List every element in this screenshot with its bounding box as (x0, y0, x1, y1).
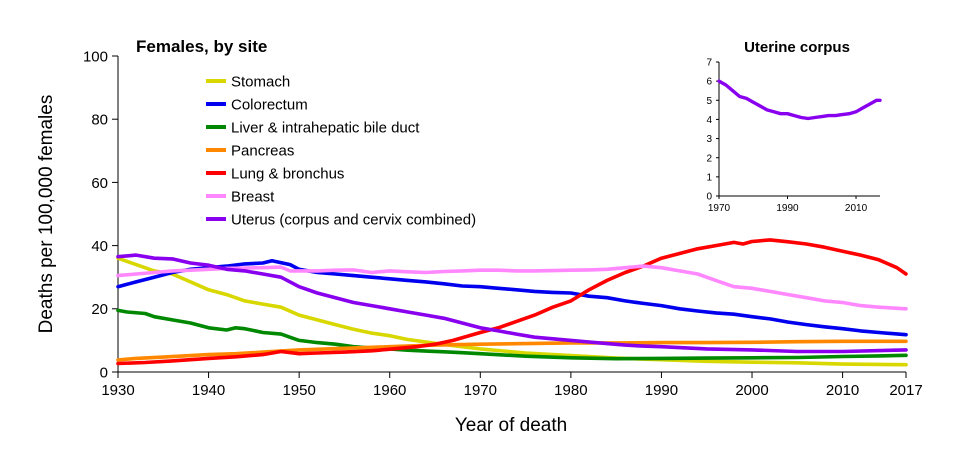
main-series (116, 238, 908, 367)
inset-series (717, 79, 882, 121)
x-tick-label: 1940 (192, 382, 225, 399)
x-tick-label: 1960 (373, 382, 406, 399)
x-axis-label: Year of death (455, 415, 567, 436)
inset-y-tick-label: 1 (706, 172, 712, 183)
inset-y-tick-label: 2 (706, 153, 712, 164)
main-legend: Stomach Colorectum Liver & intrahepatic bi… (206, 74, 476, 229)
y-tick-label: 40 (91, 238, 108, 255)
inset-y-tick-label: 5 (706, 96, 712, 107)
x-tick-label: 2000 (735, 382, 768, 399)
legend-label-stomach: Stomach (231, 74, 290, 91)
legend-label-liver-intrahepatic-bile-duct: Liver & intrahepatic bile duct (231, 120, 420, 137)
legend-label-uterus-corpus-and-cervix-combined: Uterus (corpus and cervix combined) (231, 212, 476, 229)
legend-label-pancreas: Pancreas (231, 143, 294, 160)
inset-axes: 0 1 2 3 4 5 6 7 1970 1990 2010 (706, 58, 880, 214)
inset-y-tick-label: 3 (706, 134, 712, 145)
inset-y-tick-label: 7 (706, 58, 712, 69)
series-line-stomach (116, 256, 908, 367)
main-chart-title: Females, by site (136, 37, 267, 56)
inset-chart: Uterine corpus 0 1 2 3 4 5 6 7 1970 1990 2010 (706, 39, 882, 214)
x-tick-label: 1970 (464, 382, 497, 399)
series-line-colorectum (116, 259, 908, 337)
x-tick-label: 2010 (826, 382, 859, 399)
legend-label-lung-bronchus: Lung & bronchus (231, 166, 344, 183)
inset-series-line-1 (717, 79, 882, 121)
legend-label-breast: Breast (231, 189, 275, 206)
inset-y-tick-label: 0 (706, 192, 712, 203)
main-chart: Females, by site Deaths per 100,000 fema… (36, 37, 923, 436)
x-tick-label: 1930 (101, 382, 134, 399)
legend-label-colorectum: Colorectum (231, 97, 308, 114)
series-line-lung-bronchus (116, 238, 908, 366)
x-tick-label: 1990 (645, 382, 678, 399)
inset-chart-title: Uterine corpus (744, 39, 850, 56)
y-tick-label: 20 (91, 301, 108, 318)
y-tick-label: 60 (91, 175, 108, 192)
x-tick-label: 2017 (889, 382, 922, 399)
inset-y-tick-label: 6 (706, 77, 712, 88)
inset-x-tick-label: 1990 (776, 203, 799, 214)
x-tick-label: 1950 (282, 382, 315, 399)
y-tick-label: 0 (100, 364, 108, 381)
inset-x-tick-label: 1970 (708, 203, 731, 214)
y-axis-label: Deaths per 100,000 females (36, 95, 57, 334)
x-tick-label: 1980 (554, 382, 587, 399)
series-line-breast (116, 264, 908, 311)
y-tick-label: 100 (83, 48, 108, 65)
y-tick-label: 80 (91, 112, 108, 129)
inset-y-tick-label: 4 (706, 115, 712, 126)
series-line-uterus-corpus-and-cervix-combined (116, 253, 908, 354)
inset-x-tick-label: 2010 (845, 203, 868, 214)
